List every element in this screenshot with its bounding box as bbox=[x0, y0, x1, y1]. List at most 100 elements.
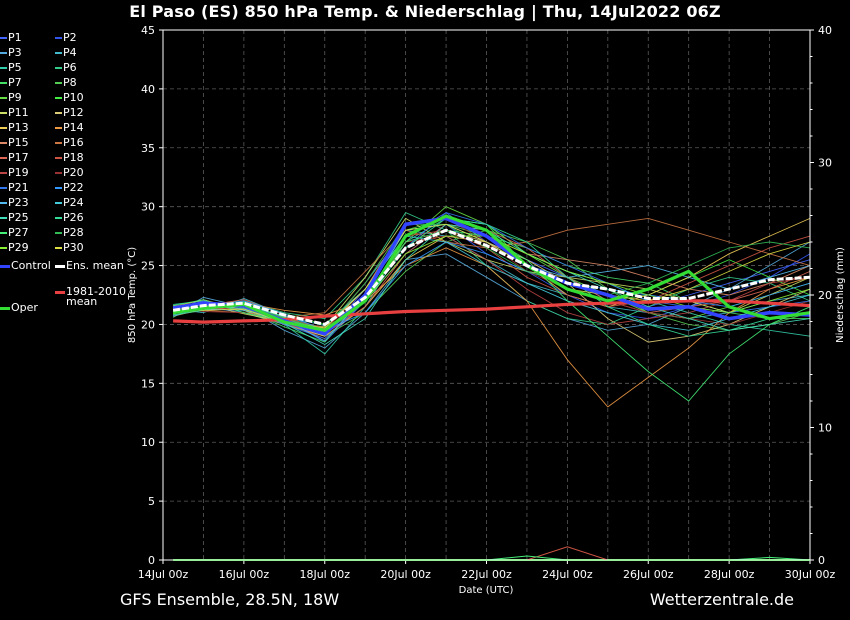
legend-item: 1981-2010 mean bbox=[55, 286, 126, 307]
legend-item: P5 bbox=[0, 62, 22, 74]
x-tick-label: 20Jul 00z bbox=[380, 568, 431, 581]
legend-swatch bbox=[55, 187, 62, 189]
legend-label: P11 bbox=[8, 106, 29, 119]
x-tick-label: 24Jul 00z bbox=[542, 568, 593, 581]
legend-item: P3 bbox=[0, 47, 22, 59]
y2-tick-label: 0 bbox=[818, 554, 825, 567]
legend-swatch bbox=[0, 82, 7, 84]
legend-label: P8 bbox=[63, 76, 77, 89]
legend-swatch bbox=[0, 187, 7, 189]
legend-item: P28 bbox=[55, 227, 84, 239]
legend-item: P27 bbox=[0, 227, 29, 239]
legend-swatch bbox=[55, 247, 62, 249]
legend-swatch bbox=[55, 291, 65, 294]
series-line-oper bbox=[172, 214, 811, 332]
legend-swatch bbox=[0, 202, 7, 204]
grid bbox=[163, 30, 810, 560]
y-tick-label: 0 bbox=[148, 554, 155, 567]
y-tick-label: 20 bbox=[141, 318, 155, 331]
legend-label: P5 bbox=[8, 61, 22, 74]
legend-item: P1 bbox=[0, 32, 22, 44]
legend-item: Control bbox=[0, 260, 51, 272]
legend-swatch bbox=[0, 217, 7, 219]
legend-item: Oper bbox=[0, 302, 38, 314]
legend-swatch bbox=[0, 97, 7, 99]
legend-item: P29 bbox=[0, 242, 29, 254]
x-tick-label: 22Jul 00z bbox=[461, 568, 512, 581]
y2-tick-label: 30 bbox=[818, 157, 832, 170]
legend-item: P8 bbox=[55, 77, 77, 89]
legend-label: P10 bbox=[63, 91, 84, 104]
legend-swatch bbox=[55, 172, 62, 174]
legend-item: P23 bbox=[0, 197, 29, 209]
legend-swatch bbox=[55, 202, 62, 204]
legend-label: P29 bbox=[8, 241, 29, 254]
y-tick-label: 5 bbox=[148, 495, 155, 508]
legend-item: Ens. mean bbox=[55, 260, 124, 272]
legend-swatch bbox=[55, 37, 62, 39]
x-tick-label: 18Jul 00z bbox=[299, 568, 350, 581]
legend-swatch bbox=[55, 232, 62, 234]
legend-swatch bbox=[0, 157, 7, 159]
legend-label: Control bbox=[11, 259, 51, 272]
series-line-ens-mean bbox=[172, 228, 811, 326]
legend-item: P17 bbox=[0, 152, 29, 164]
legend-label: P28 bbox=[63, 226, 84, 239]
legend-swatch bbox=[55, 67, 62, 69]
legend-item: P24 bbox=[55, 197, 84, 209]
legend-item: P2 bbox=[55, 32, 77, 44]
series-line-1981-2010-mean bbox=[173, 299, 811, 324]
legend-swatch bbox=[0, 67, 7, 69]
y-tick-label: 10 bbox=[141, 436, 155, 449]
legend-label: P19 bbox=[8, 166, 29, 179]
y2-tick-label: 40 bbox=[818, 24, 832, 37]
legend-item: P12 bbox=[55, 107, 84, 119]
legend-item: P10 bbox=[55, 92, 84, 104]
legend-label: P2 bbox=[63, 31, 77, 44]
y2-tick-label: 10 bbox=[818, 422, 832, 435]
y-tick-label: 40 bbox=[141, 83, 155, 96]
legend-item: P9 bbox=[0, 92, 22, 104]
legend-swatch bbox=[0, 247, 7, 249]
legend-label: P30 bbox=[63, 241, 84, 254]
legend-item: P7 bbox=[0, 77, 22, 89]
legend-item: P30 bbox=[55, 242, 84, 254]
legend-item: P4 bbox=[55, 47, 77, 59]
legend-swatch bbox=[0, 232, 7, 234]
legend-label: P26 bbox=[63, 211, 84, 224]
legend-item: P22 bbox=[55, 182, 84, 194]
y-tick-label: 25 bbox=[141, 260, 155, 273]
legend-swatch bbox=[55, 82, 62, 84]
source-credit: Wetterzentrale.de bbox=[649, 590, 794, 609]
legend-swatch bbox=[55, 142, 62, 144]
model-info: GFS Ensemble, 28.5N, 18W bbox=[120, 590, 340, 609]
legend-label: P21 bbox=[8, 181, 29, 194]
x-tick-label: 30Jul 00z bbox=[785, 568, 836, 581]
legend-item: P6 bbox=[55, 62, 77, 74]
x-tick-label: 28Jul 00z bbox=[704, 568, 755, 581]
legend-swatch bbox=[0, 37, 7, 39]
plot-frame bbox=[162, 29, 811, 561]
legend-swatch bbox=[0, 142, 7, 144]
y-tick-label: 30 bbox=[141, 201, 155, 214]
legend-label: P7 bbox=[8, 76, 22, 89]
legend-label: P16 bbox=[63, 136, 84, 149]
legend-label: P20 bbox=[63, 166, 84, 179]
legend-item: P26 bbox=[55, 212, 84, 224]
y2-tick-label: 20 bbox=[818, 289, 832, 302]
legend-label: Ens. mean bbox=[66, 259, 124, 272]
legend-swatch bbox=[55, 112, 62, 114]
legend-label: P6 bbox=[63, 61, 77, 74]
series-line-p22 bbox=[172, 241, 811, 331]
x-tick-label: 26Jul 00z bbox=[623, 568, 674, 581]
legend-label: P23 bbox=[8, 196, 29, 209]
legend-label: P27 bbox=[8, 226, 29, 239]
legend-item: P18 bbox=[55, 152, 84, 164]
precip-line-p18 bbox=[173, 546, 810, 561]
legend-swatch bbox=[55, 217, 62, 219]
legend: P1 P2 P3 P4 P5 P6 P7 P8 P9 P10 P11 P12 P13 P14 P15 P16 P… bbox=[0, 32, 126, 322]
main-lines bbox=[172, 214, 811, 336]
legend-item: P11 bbox=[0, 107, 29, 119]
legend-label: P22 bbox=[63, 181, 84, 194]
legend-item: P20 bbox=[55, 167, 84, 179]
